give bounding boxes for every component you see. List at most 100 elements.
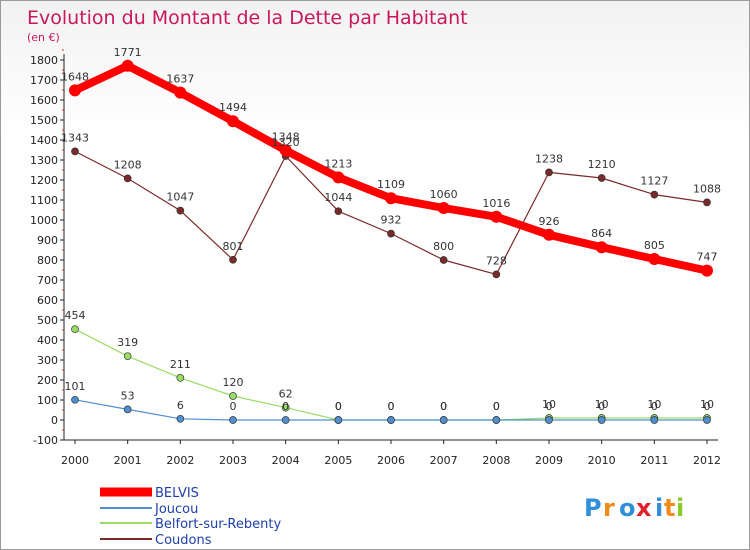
y-tick-label: 1800 (30, 54, 58, 67)
data-label: 0 (440, 400, 447, 413)
data-label: 120 (223, 376, 244, 389)
data-point (123, 174, 132, 183)
legend-item: BELVIS (100, 486, 199, 501)
logo-letter: r (603, 494, 615, 522)
logo-letter: t (664, 494, 675, 522)
data-label: 1238 (535, 152, 563, 165)
data-label: 1088 (693, 182, 721, 195)
data-point (71, 395, 79, 404)
y-tick-label: 200 (37, 374, 58, 387)
legend-label: Coudons (155, 533, 212, 548)
x-tick-label: 2006 (377, 454, 405, 467)
y-tick-label: 1500 (30, 114, 58, 127)
data-point (281, 403, 290, 412)
data-label: 62 (279, 388, 293, 401)
y-tick-label: 300 (37, 354, 58, 367)
y-tick-label: 1700 (30, 74, 58, 87)
data-point (492, 416, 501, 424)
data-label: 1213 (324, 157, 352, 170)
data-point (71, 147, 79, 156)
y-tick-label: 700 (37, 274, 58, 287)
legend-item: Belfort-sur-Rebenty (100, 517, 281, 532)
y-tick-label: 500 (37, 314, 58, 327)
data-label: 1771 (114, 46, 142, 59)
x-tick-label: 2007 (430, 454, 458, 467)
y-tick-label: 1200 (30, 174, 58, 187)
legend-item: Coudons (100, 533, 212, 548)
data-label: 211 (170, 358, 191, 371)
data-label: 0 (388, 400, 395, 413)
data-label: 0 (598, 400, 605, 413)
data-label: 0 (493, 400, 500, 413)
data-label: 747 (697, 251, 718, 264)
data-label: 0 (335, 400, 342, 413)
y-tick-label: 400 (37, 334, 58, 347)
data-label: 1044 (324, 191, 352, 204)
data-label: 1343 (61, 131, 89, 144)
logo-letter: P (584, 494, 602, 522)
data-point (490, 210, 503, 223)
y-tick-label: 1000 (30, 214, 58, 227)
data-point (387, 416, 395, 424)
data-point (334, 416, 343, 424)
data-point (703, 198, 711, 207)
data-point (385, 192, 397, 205)
data-label: 728 (486, 254, 507, 267)
data-point (545, 416, 553, 424)
x-tick-label: 2002 (166, 454, 194, 467)
x-tick-label: 2008 (482, 454, 510, 467)
data-point (227, 115, 239, 128)
data-point (439, 256, 448, 264)
data-label: 1016 (482, 197, 510, 210)
logo-letter: i (655, 494, 663, 522)
data-label: 1127 (640, 175, 668, 188)
data-point (281, 416, 290, 424)
series-belvis (69, 59, 713, 277)
data-point (176, 373, 185, 382)
data-label: 0 (440, 400, 447, 413)
data-point (123, 405, 132, 414)
data-label: 926 (539, 215, 560, 228)
data-point (279, 144, 292, 157)
data-label: 0 (335, 400, 342, 413)
data-label: 0 (282, 400, 289, 413)
data-point (229, 416, 237, 424)
data-point (229, 255, 237, 264)
series-layer: 1343 1208 1047 801 1320 1044 932 800 728 1238 1210… (61, 46, 721, 424)
data-label: 801 (223, 240, 244, 253)
data-point (121, 59, 134, 72)
data-label: 932 (381, 214, 402, 227)
data-point (69, 84, 81, 97)
y-tick-label: 600 (37, 294, 58, 307)
data-label: 1637 (166, 73, 194, 86)
data-label: 1060 (430, 188, 458, 201)
data-point (648, 253, 661, 265)
legend-label: Joucou (154, 502, 198, 517)
logo-letter: o (619, 494, 636, 522)
y-tick-label: 1300 (30, 154, 58, 167)
data-label: 1109 (377, 178, 405, 191)
data-label: 0 (651, 400, 658, 413)
data-point (123, 352, 132, 361)
data-label: 0 (546, 400, 553, 413)
data-label: 0 (493, 400, 500, 413)
data-label: 0 (388, 400, 395, 413)
labels-belvis: 1648 1771 1637 1494 1348 1213 1109 1060 1016 926 8… (61, 46, 718, 264)
data-label: 1494 (219, 101, 247, 114)
data-label: 1210 (588, 158, 616, 171)
data-point (492, 270, 501, 279)
data-point (650, 416, 659, 424)
chart-title: Evolution du Montant de la Dette par Hab… (27, 7, 468, 29)
logo-letter: x (636, 494, 652, 522)
data-label: 1320 (272, 136, 300, 149)
legend-label: BELVIS (155, 486, 199, 501)
data-point (597, 416, 606, 424)
data-point (176, 206, 185, 215)
axes: -100010020030040050060070080090010001100… (30, 49, 721, 467)
data-label: 10 (647, 398, 661, 411)
data-point (545, 168, 553, 177)
data-label: 10 (700, 398, 714, 411)
